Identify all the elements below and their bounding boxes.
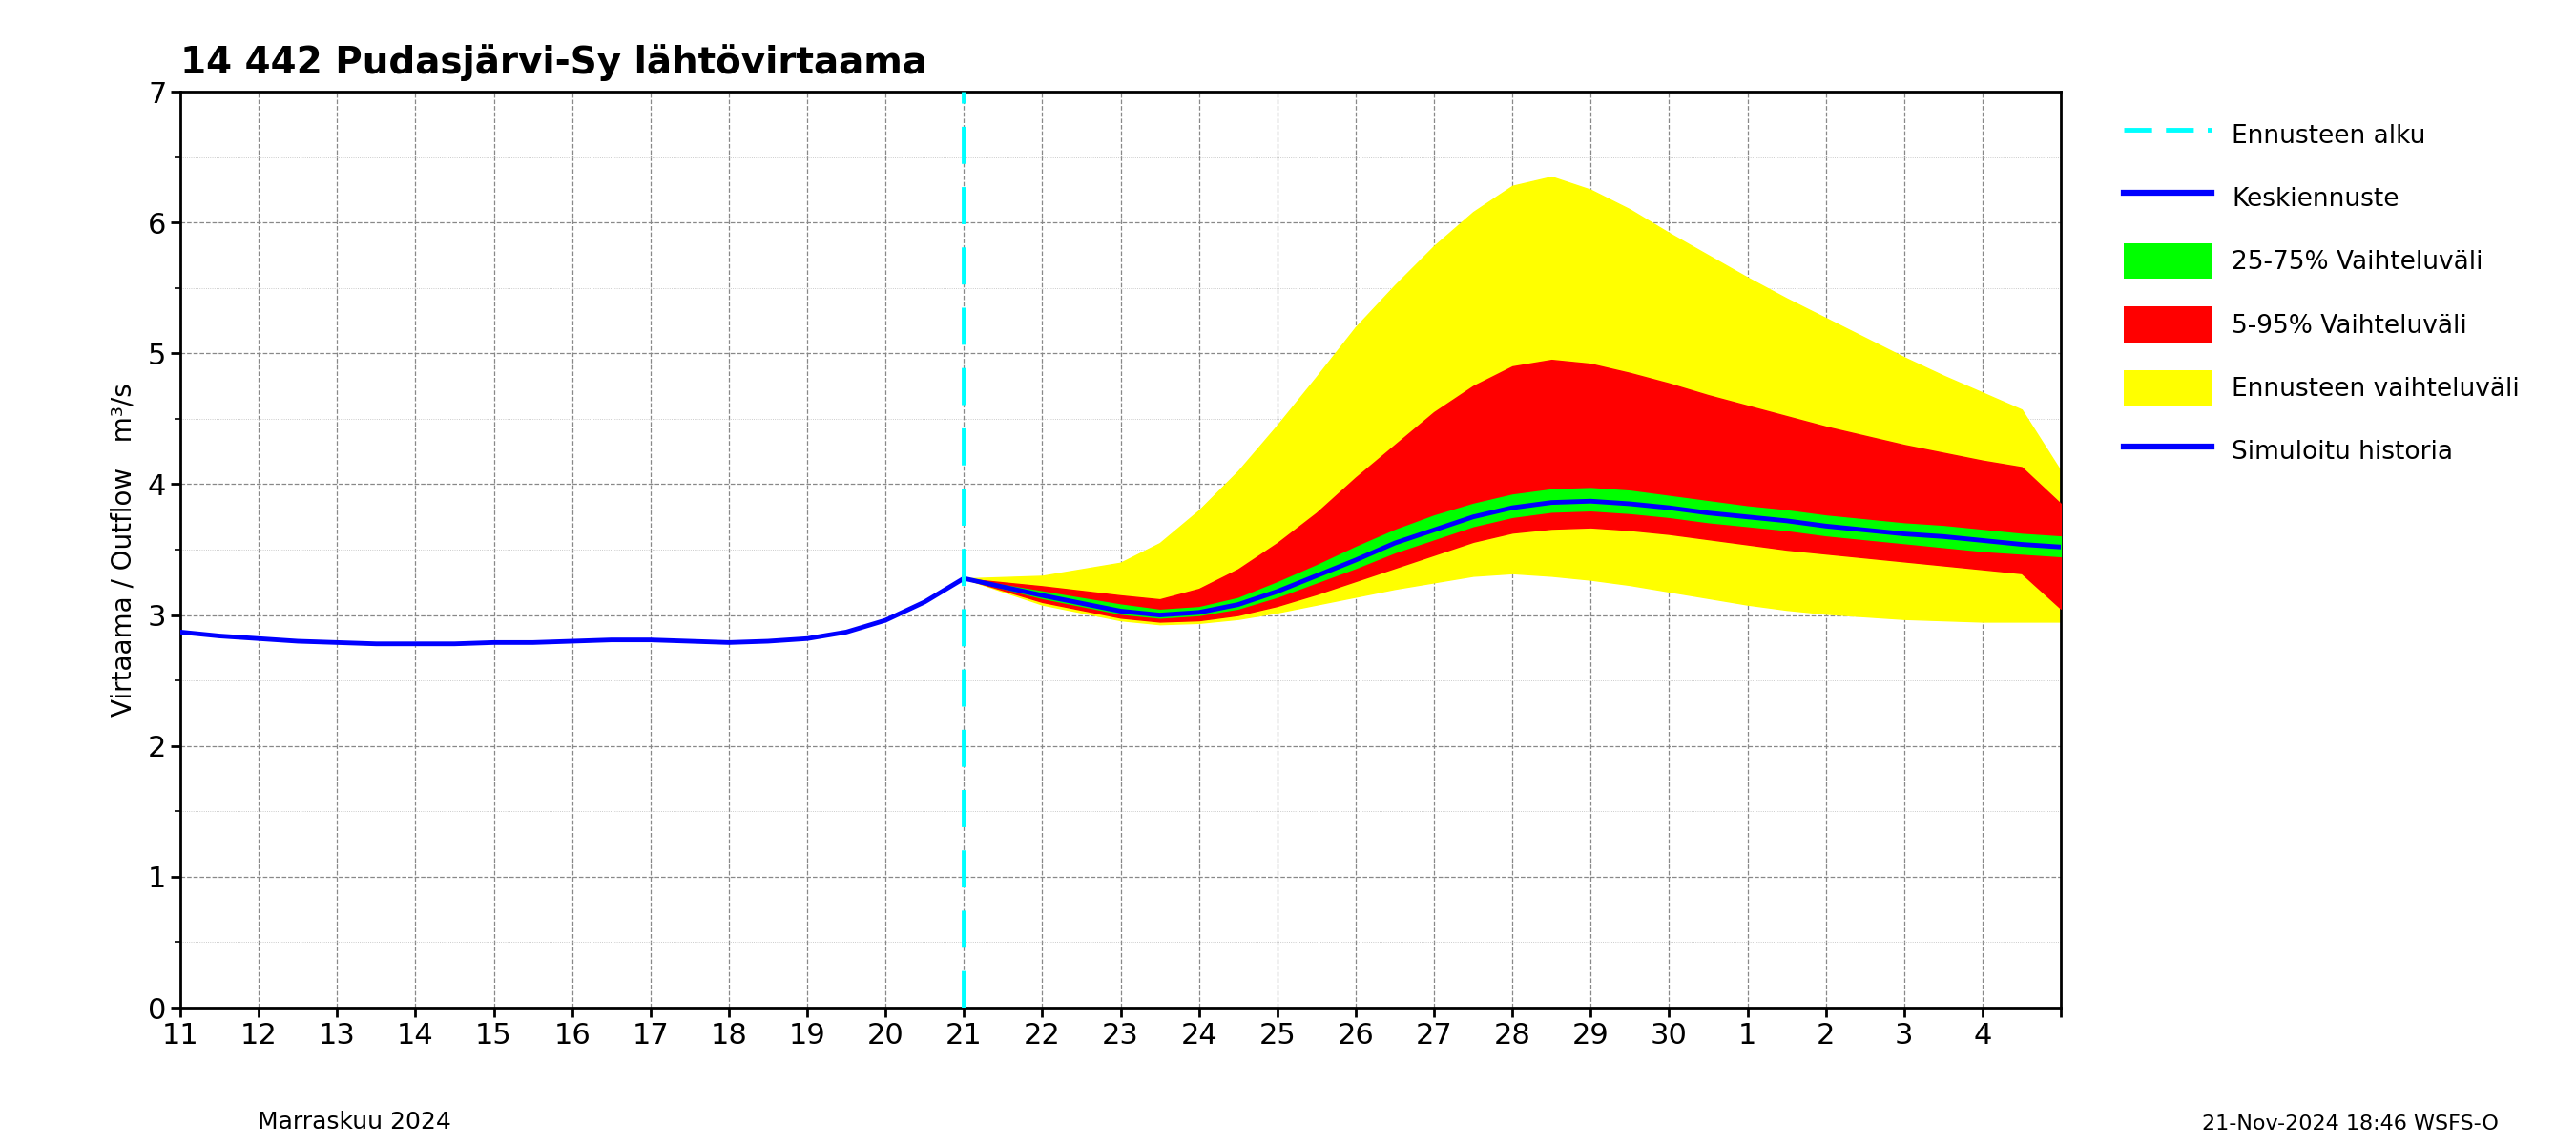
Text: 21-Nov-2024 18:46 WSFS-O: 21-Nov-2024 18:46 WSFS-O bbox=[2202, 1114, 2499, 1134]
Text: 14 442 Pudasjärvi-Sy lähtövirtaama: 14 442 Pudasjärvi-Sy lähtövirtaama bbox=[180, 44, 927, 80]
Y-axis label: Virtaama / Outflow   m³/s: Virtaama / Outflow m³/s bbox=[111, 382, 137, 717]
Text: Marraskuu 2024: Marraskuu 2024 bbox=[258, 1111, 451, 1134]
Legend: Ennusteen alku, Keskiennuste, 25-75% Vaihteluväli, 5-95% Vaihteluväli, Ennusteen: Ennusteen alku, Keskiennuste, 25-75% Vai… bbox=[2110, 104, 2532, 482]
